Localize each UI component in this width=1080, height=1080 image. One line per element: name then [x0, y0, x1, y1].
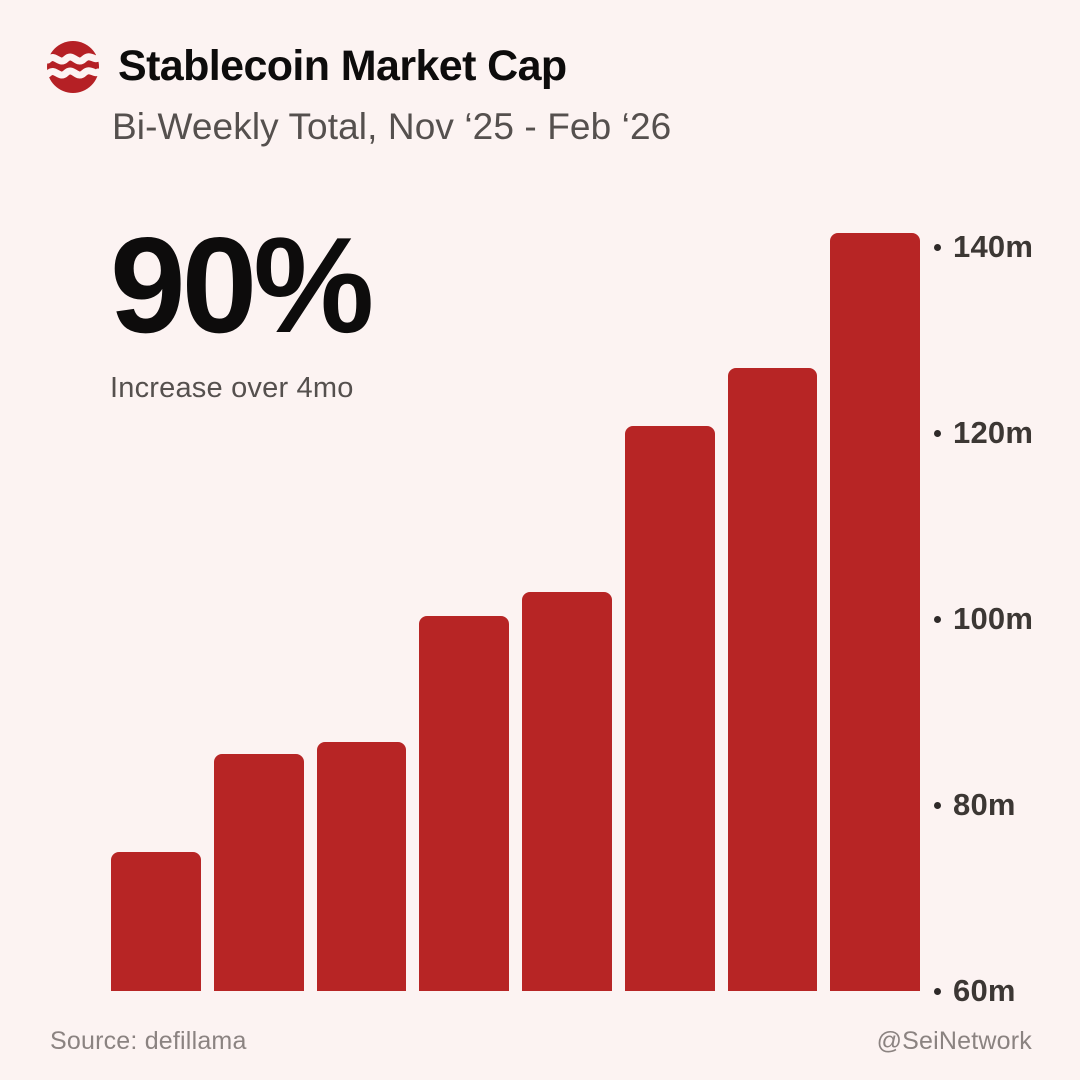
handle-label: @SeiNetwork: [876, 1027, 1032, 1055]
y-axis-tick-label: 100m: [953, 601, 1034, 636]
tick-dot-icon: [934, 615, 941, 623]
y-axis-tick: 120m: [934, 415, 1033, 451]
headline-stat-block: 90% Increase over 4mo: [110, 209, 374, 405]
tick-dot-icon: [934, 429, 941, 437]
headline-stat-value: 90%: [110, 209, 374, 361]
y-axis-tick: 140m: [934, 229, 1033, 265]
chart-bar: [830, 233, 920, 991]
title-row: Stablecoin Market Cap: [46, 40, 1006, 94]
tick-dot-icon: [934, 987, 941, 995]
chart-bar: [419, 616, 509, 991]
tick-dot-icon: [934, 243, 941, 251]
chart-bar: [727, 367, 818, 991]
chart-bar: [522, 592, 612, 991]
chart-bar: [316, 741, 407, 991]
y-axis-tick-label: 120m: [953, 415, 1034, 450]
chart-bar: [213, 753, 304, 991]
source-label: Source: defillama: [50, 1027, 247, 1055]
headline-stat-caption: Increase over 4mo: [110, 371, 354, 404]
chart-bar: [111, 852, 201, 991]
page-title: Stablecoin Market Cap: [118, 42, 567, 91]
page-subtitle: Bi-Weekly Total, Nov ‘25 - Feb ‘26: [112, 106, 672, 147]
y-axis-tick: 100m: [934, 601, 1033, 637]
chart-bar: [624, 425, 715, 991]
y-axis-tick-label: 140m: [953, 229, 1034, 264]
tick-dot-icon: [934, 801, 941, 809]
y-axis-tick-label: 80m: [953, 787, 1016, 822]
header: Stablecoin Market Cap Bi-Weekly Total, N…: [46, 40, 1006, 149]
sei-logo-icon: [46, 41, 100, 93]
y-axis-tick: 60m: [934, 973, 1016, 1009]
y-axis-tick-label: 60m: [953, 973, 1016, 1008]
y-axis-tick: 80m: [934, 787, 1016, 823]
